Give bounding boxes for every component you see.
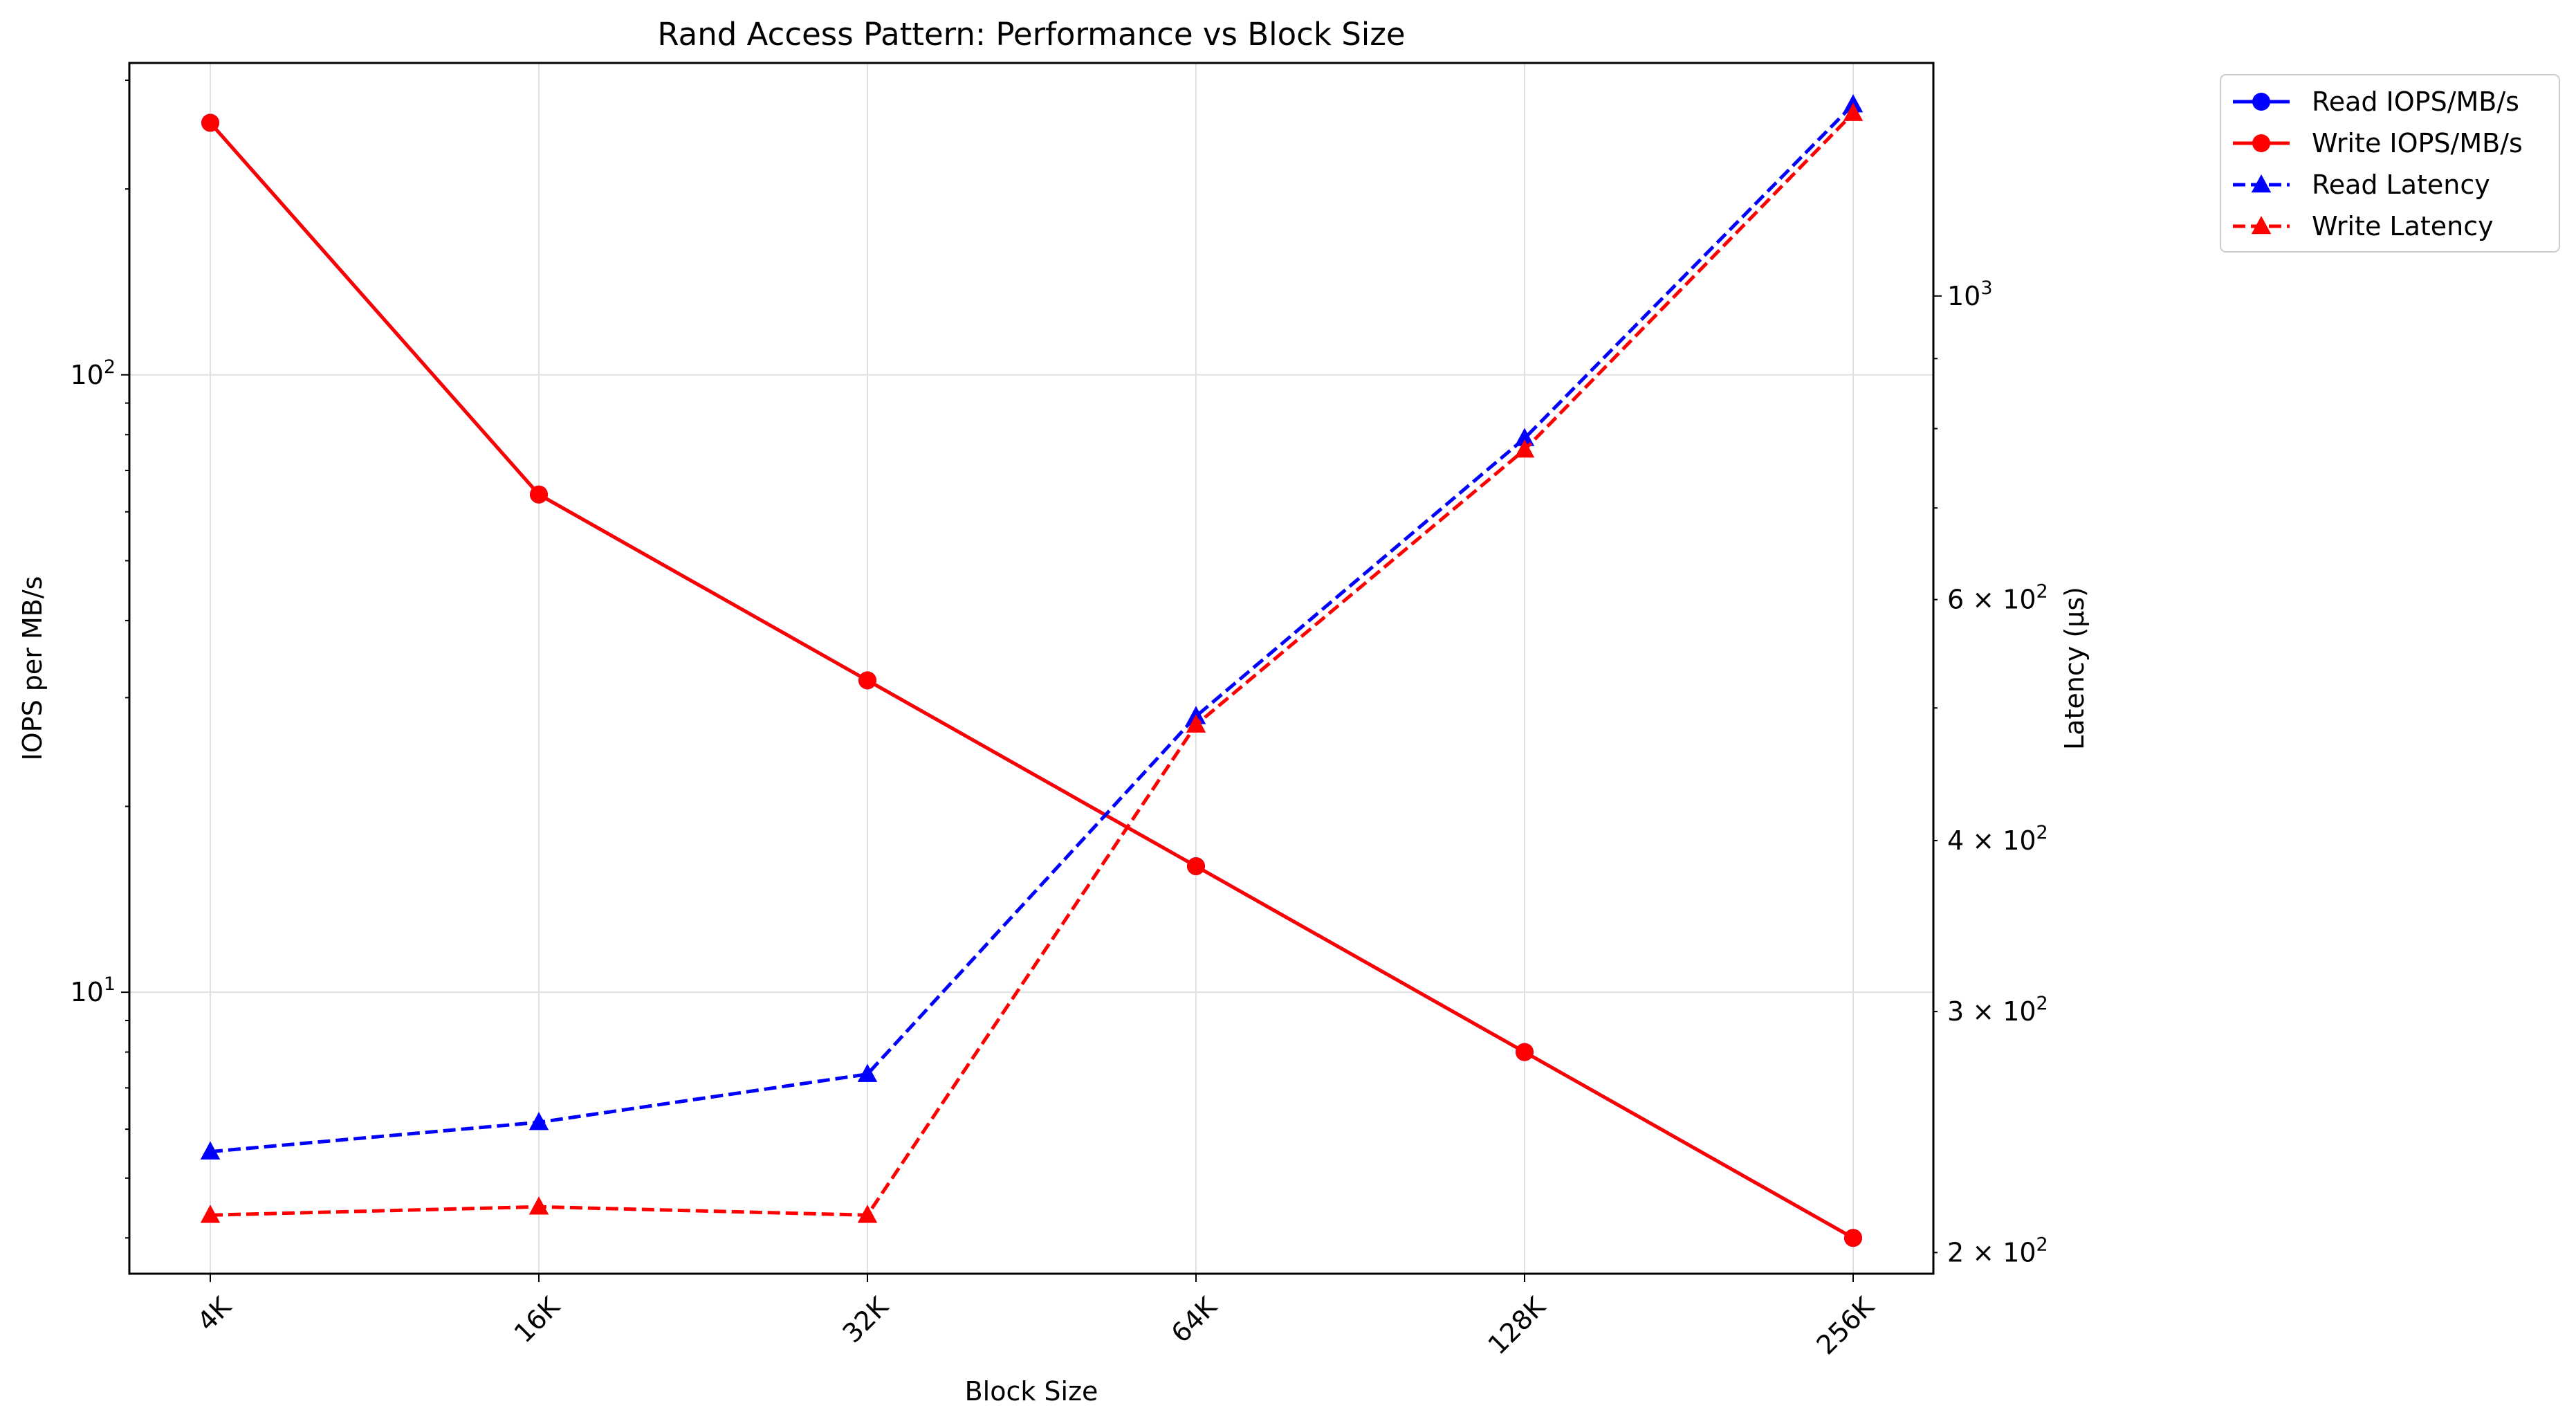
series-line [208, 120, 1855, 1240]
legend-marker [2251, 216, 2272, 235]
data-point [1516, 1043, 1534, 1061]
y-axis-right-label: Latency (µs) [2059, 587, 2090, 750]
data-point [1187, 857, 1205, 875]
series-write-iops-mb-s [201, 113, 1862, 1247]
data-point [530, 485, 548, 504]
data-point [1514, 439, 1535, 458]
data-point [528, 1196, 549, 1215]
data-point [858, 671, 876, 690]
y-right-tick-label: 103 [1947, 277, 1993, 311]
chart-title: Rand Access Pattern: Performance vs Bloc… [657, 16, 1405, 53]
legend-item: Write IOPS/MB/s [2233, 128, 2523, 158]
legend-marker [2252, 134, 2270, 152]
legend-label: Read Latency [2312, 170, 2490, 200]
data-point [1844, 1229, 1862, 1247]
data-point [1843, 102, 1864, 121]
y-right-tick-label: 6 × 102 [1947, 581, 2048, 615]
legend-item: Read IOPS/MB/s [2233, 86, 2519, 117]
data-point [528, 1112, 549, 1130]
legend-marker [2252, 93, 2270, 111]
legend-marker [2251, 174, 2272, 193]
y-left-tick-label: 102 [70, 356, 116, 390]
data-point [857, 1063, 878, 1082]
grid [129, 63, 1933, 1274]
data-point [1514, 428, 1535, 446]
legend-item: Read Latency [2233, 170, 2490, 200]
x-axis-label: Block Size [965, 1376, 1098, 1407]
data-point [200, 1141, 221, 1160]
series-layer [200, 94, 1864, 1247]
legend-label: Read IOPS/MB/s [2312, 86, 2519, 117]
series-read-latency [200, 94, 1864, 1160]
y-right-tick-label: 4 × 102 [1947, 822, 2048, 856]
legend: Read IOPS/MB/s Write IOPS/MB/s Read Latenc… [2220, 74, 2560, 253]
legend-item: Write Latency [2233, 211, 2494, 241]
legend-box [2220, 74, 2560, 253]
series-line [210, 103, 1855, 1154]
y-left-tick-label: 101 [70, 973, 116, 1007]
y-right-tick-label: 3 × 102 [1947, 993, 2048, 1027]
y-right-tick-label: 2 × 102 [1947, 1234, 2048, 1267]
legend-label: Write IOPS/MB/s [2312, 128, 2523, 158]
data-point [1186, 714, 1206, 733]
data-point [200, 1205, 221, 1223]
plot-frame [128, 62, 1935, 1275]
data-point [857, 1205, 878, 1223]
data-point [201, 113, 219, 132]
legend-label: Write Latency [2312, 211, 2494, 241]
series-write-latency [200, 102, 1864, 1223]
series-line [210, 111, 1855, 1217]
y-axis-left-label: IOPS per MB/s [17, 576, 48, 761]
